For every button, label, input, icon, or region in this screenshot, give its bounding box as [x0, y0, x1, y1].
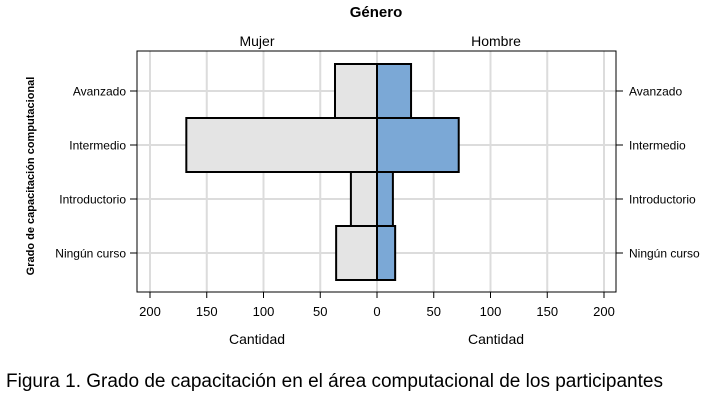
axis-layer: 200 150 100 50 0 50 100 150 200 Avanzado Avanzado I… — [55, 85, 700, 320]
category-label-left: Intermedio — [69, 139, 126, 153]
figure-caption: Figura 1. Grado de capacitación en el ár… — [6, 371, 663, 392]
bar-mujer — [335, 225, 379, 281]
x-tick-label: 100 — [480, 304, 502, 319]
x-tick-label: 150 — [536, 304, 558, 319]
bar-hombre — [376, 225, 397, 281]
bar-mujer — [334, 63, 379, 119]
bars-layer — [185, 63, 460, 281]
panel-label-mujer: Mujer — [239, 33, 274, 49]
x-axis-label-right: Cantidad — [468, 331, 524, 347]
bar-hombre — [376, 117, 460, 173]
bar-mujer — [185, 117, 378, 173]
x-tick-label: 0 — [373, 304, 380, 319]
chart-title: Género — [350, 4, 403, 21]
y-axis-label: Grado de capacitación computacional — [25, 77, 37, 276]
panel-label-hombre: Hombre — [471, 33, 521, 49]
category-label-right: Intermedio — [629, 139, 686, 153]
bar-hombre — [376, 171, 394, 227]
category-label-left: Introductorio — [59, 193, 126, 207]
x-tick-label: 100 — [253, 304, 275, 319]
x-tick-label: 150 — [196, 304, 218, 319]
bar-mujer — [349, 171, 378, 227]
category-label-right: Avanzado — [629, 85, 682, 99]
category-label-left: Avanzado — [73, 85, 126, 99]
x-tick-label: 200 — [593, 304, 615, 319]
x-tick-label: 50 — [427, 304, 441, 319]
category-label-left: Ningún curso — [55, 247, 126, 261]
x-tick-label: 50 — [313, 304, 327, 319]
category-label-right: Introductorio — [629, 193, 696, 207]
x-axis-label-left: Cantidad — [229, 331, 285, 347]
x-tick-label: 200 — [139, 304, 161, 319]
bar-hombre — [376, 63, 413, 119]
category-label-right: Ningún curso — [629, 247, 700, 261]
